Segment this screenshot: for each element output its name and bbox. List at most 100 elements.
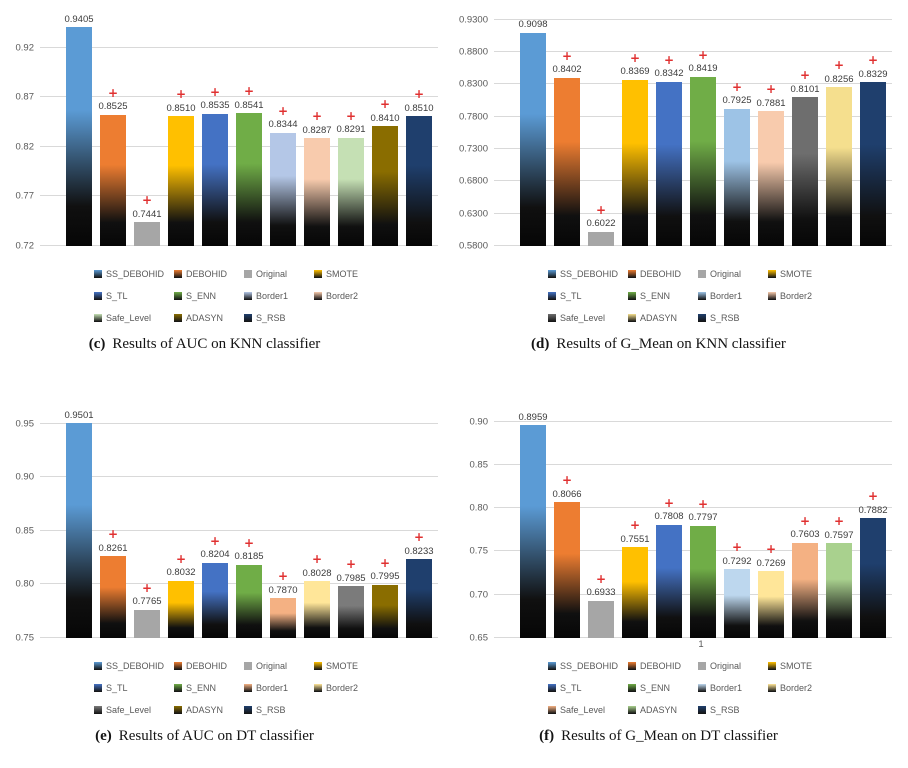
significance-plus-marker: + <box>867 489 879 504</box>
plot-area: 0.9098 0.8402 +0.6022 +0.8369 +0.8342 +0.8419… <box>494 8 896 246</box>
bar-SS_DEBOHID <box>66 423 92 638</box>
legend-label: DEBOHID <box>186 268 228 279</box>
gridline <box>494 420 892 422</box>
bar-value-label: 0.8510 <box>404 102 434 114</box>
y-tick-label: 0.95 <box>15 418 35 430</box>
significance-plus-marker: + <box>629 50 641 65</box>
significance-plus-marker: + <box>175 551 187 566</box>
bar-Safe_Level <box>338 586 364 638</box>
gridline <box>494 463 892 465</box>
legend-label: Border1 <box>256 290 289 301</box>
significance-plus-marker: + <box>243 535 255 550</box>
legend-label: Safe_Level <box>560 704 606 715</box>
legend-item-S_RSB: S_RSB <box>698 311 768 324</box>
bar-SS_DEBOHID <box>520 425 546 638</box>
bar-SMOTE <box>168 116 194 246</box>
significance-plus-marker: + <box>731 79 743 94</box>
legend-label: DEBOHID <box>640 268 682 279</box>
legend-item-ADASYN: ADASYN <box>174 311 244 324</box>
x-axis-category-label <box>0 246 454 259</box>
legend-label: Safe_Level <box>106 312 152 323</box>
legend-label: Border1 <box>256 682 289 693</box>
bar-Original <box>588 231 614 246</box>
bar-value-label: 0.8369 <box>620 66 650 78</box>
caption-text: Results of G_Mean on KNN classifier <box>556 336 786 352</box>
caption-tag: (f) <box>539 728 555 744</box>
bar-value-label: 0.8959 <box>518 411 548 423</box>
legend-item-ADASYN: ADASYN <box>628 703 698 716</box>
bar-value-label: 0.7765 <box>132 596 162 608</box>
gridline <box>494 50 892 52</box>
bar-value-label: 0.8419 <box>688 63 718 75</box>
y-tick-label: 0.8800 <box>458 46 488 58</box>
legend-label: ADASYN <box>640 312 678 323</box>
legend-item-DEBOHID: DEBOHID <box>174 267 244 280</box>
legend-swatch <box>628 661 636 670</box>
bar-value-label: 0.7597 <box>824 529 854 541</box>
bar-value-label: 0.7269 <box>756 557 786 569</box>
legend-label: SMOTE <box>326 660 359 671</box>
significance-plus-marker: + <box>345 108 357 123</box>
legend-item-Original: Original <box>698 267 768 280</box>
legend-label: SS_DEBOHID <box>560 660 619 671</box>
legend-label: Original <box>710 268 742 279</box>
bar-ADASYN <box>826 87 852 246</box>
legend-label: DEBOHID <box>640 660 682 671</box>
significance-plus-marker: + <box>107 85 119 100</box>
bar-value-label: 0.7995 <box>370 571 400 583</box>
significance-plus-marker: + <box>799 68 811 83</box>
significance-plus-marker: + <box>141 580 153 595</box>
legend-label: Border2 <box>326 290 359 301</box>
legend-swatch <box>174 291 182 300</box>
bar-value-label: 0.7808 <box>654 511 684 523</box>
legend-item-ADASYN: ADASYN <box>174 703 244 716</box>
bar-S_ENN <box>236 564 262 638</box>
caption-text: Results of G_Mean on DT classifier <box>561 728 778 744</box>
legend-label: S_RSB <box>710 312 740 323</box>
bar-value-label: 0.8510 <box>166 102 196 114</box>
y-tick-label: 0.7800 <box>458 111 488 123</box>
caption-tag: (d) <box>531 336 550 352</box>
bar-Border2 <box>304 581 330 638</box>
legend-item-Border2: Border2 <box>768 681 838 694</box>
bar-SS_DEBOHID <box>66 27 92 246</box>
bar-SS_DEBOHID <box>520 32 546 246</box>
bar-Safe_Level <box>338 137 364 246</box>
figure-d: 0.5800 0.6300 0.6800 0.7300 0.7800 0.8300 0.88… <box>454 0 908 392</box>
legend-label: S_RSB <box>256 312 286 323</box>
bar-value-label: 0.8261 <box>98 542 128 554</box>
significance-plus-marker: + <box>561 48 573 63</box>
bar-DEBOHID <box>554 502 580 638</box>
chart-e: 0.75 0.80 0.85 0.90 0.95 0.9501 0.8261 +0.7765… <box>0 400 454 644</box>
legend-swatch <box>698 291 706 300</box>
significance-plus-marker: + <box>379 97 391 112</box>
y-tick-label: 0.90 <box>15 471 35 483</box>
gridline <box>494 507 892 509</box>
legend-label: ADASYN <box>640 704 678 715</box>
legend-item-DEBOHID: DEBOHID <box>174 659 244 672</box>
significance-plus-marker: + <box>663 52 675 67</box>
legend-item-SMOTE: SMOTE <box>314 659 384 672</box>
significance-plus-marker: + <box>277 569 289 584</box>
legend-label: Original <box>256 268 288 279</box>
legend-item-S_ENN: S_ENN <box>628 681 698 694</box>
bar-value-label: 0.8032 <box>166 567 196 579</box>
y-tick-label: 0.87 <box>15 91 35 103</box>
significance-plus-marker: + <box>595 571 607 586</box>
legend-swatch <box>314 291 322 300</box>
bar-S_ENN <box>690 76 716 246</box>
legend-swatch <box>628 269 636 278</box>
bar-value-label: 0.6933 <box>586 587 616 599</box>
legend-label: Safe_Level <box>106 704 152 715</box>
significance-plus-marker: + <box>697 496 709 511</box>
legend-swatch <box>94 269 102 278</box>
legend-item-SS_DEBOHID: SS_DEBOHID <box>94 267 174 280</box>
legend-item-SS_DEBOHID: SS_DEBOHID <box>548 267 628 280</box>
bar-Original <box>134 609 160 638</box>
legend-item-DEBOHID: DEBOHID <box>628 659 698 672</box>
y-axis: 0.5800 0.6300 0.6800 0.7300 0.7800 0.8300 0.88… <box>454 8 494 251</box>
bar-value-label: 0.8344 <box>268 119 298 131</box>
legend-item-Original: Original <box>698 659 768 672</box>
legend-swatch <box>174 705 182 714</box>
